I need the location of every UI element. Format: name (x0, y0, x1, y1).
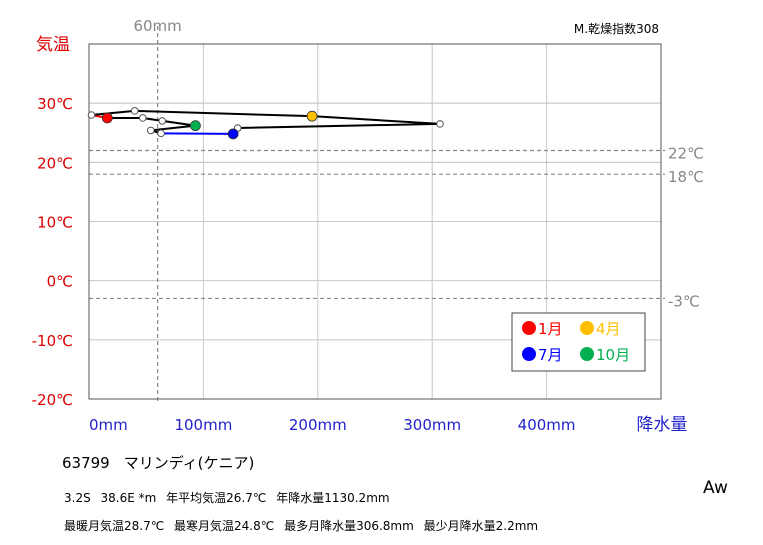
legend-label-1: 1月 (538, 320, 563, 338)
ref-label-18℃: 18℃ (668, 168, 704, 186)
data-point-month-11 (158, 117, 167, 125)
y-axis-title: 気温 (36, 35, 70, 55)
station-info: 63799 マリンディ(ケニア) (62, 452, 268, 473)
data-point-month-2 (87, 111, 96, 119)
legend-marker-1 (522, 321, 536, 335)
plot-frame (88, 43, 662, 400)
y-tick-label: 30℃ (37, 95, 73, 113)
data-point-month-9 (146, 126, 155, 135)
ref-label-60mm: 60mm (133, 17, 181, 35)
ref-label--3℃: -3℃ (668, 292, 700, 310)
series-segment (91, 109, 135, 116)
axis-labels: 気温 降水量 M.乾燥指数308 60mm 22℃ 18℃ -3℃ -20℃ -10℃ 0℃… (32, 17, 704, 435)
data-point-month-4 (306, 110, 318, 122)
station-name: マリンディ(ケニア) (123, 454, 255, 472)
aridity-index-label: M.乾燥指数308 (574, 21, 659, 36)
series-segment (150, 124, 196, 132)
koppen-classification: Aw (703, 478, 728, 498)
series-segment (312, 115, 441, 125)
legend-marker-4 (580, 321, 594, 335)
data-point-month-3 (130, 107, 139, 115)
legend-label-4: 4月 (596, 320, 621, 338)
data-point-month-5 (436, 120, 444, 128)
reference-lines (89, 26, 665, 403)
legend-label-10: 10月 (596, 346, 630, 364)
y-tick-label: 20℃ (37, 154, 73, 172)
x-tick-label: 100mm (174, 416, 232, 434)
data-point-month-8 (157, 129, 165, 138)
x-tick-label: 0mm (89, 416, 128, 434)
wettest-month-precip: 最多月降水量306.8mm (284, 519, 414, 533)
data-point-month-12 (138, 114, 147, 122)
series-segment (162, 119, 196, 127)
data-series (87, 107, 444, 140)
legend-box (511, 312, 646, 372)
ref-label-22℃: 22℃ (668, 145, 704, 163)
legend-marker-7 (522, 347, 536, 361)
data-point-month-7 (227, 128, 239, 140)
driest-month-precip: 最少月降水量2.2mm (423, 519, 539, 533)
stats-line-1: 3.2S 38.6E *m 年平均気温26.7℃ 年降水量1130.2mm (64, 489, 396, 506)
legend-label-7: 7月 (538, 346, 563, 364)
legend: 1月 4月 7月 10月 (511, 312, 646, 372)
data-point-month-1 (101, 112, 113, 124)
series-segment (161, 132, 234, 135)
stats-line-2: 最暖月気温28.7℃ 最寒月気温24.8℃ 最多月降水量306.8mm 最少月降… (64, 517, 544, 534)
x-axis-title: 降水量 (637, 415, 688, 435)
x-tick-label: 200mm (289, 416, 347, 434)
annual-mean-temp: 年平均気温26.7℃ (166, 491, 267, 505)
legend-marker-10 (580, 347, 594, 361)
series-segment (237, 122, 440, 130)
x-tick-label: 300mm (403, 416, 461, 434)
y-tick-label: -10℃ (32, 332, 73, 350)
x-tick-label: 400mm (518, 416, 576, 434)
data-point-month-10 (189, 120, 201, 132)
annual-precip: 年降水量1130.2mm (276, 491, 390, 505)
coldest-month-temp: 最寒月気温24.8℃ (174, 519, 275, 533)
station-code: 63799 (62, 454, 110, 472)
y-tick-label: 10℃ (37, 214, 73, 232)
series-segment (134, 109, 313, 118)
y-tick-label: 0℃ (47, 273, 73, 291)
climate-chart: 気温 降水量 M.乾燥指数308 60mm 22℃ 18℃ -3℃ -20℃ -10℃ 0℃… (32, 17, 704, 435)
y-tick-label: -20℃ (32, 391, 73, 409)
warmest-month-temp: 最暖月気温28.7℃ (64, 519, 165, 533)
longitude-elevation: 38.6E *m (100, 491, 157, 505)
latitude: 3.2S (64, 491, 91, 505)
